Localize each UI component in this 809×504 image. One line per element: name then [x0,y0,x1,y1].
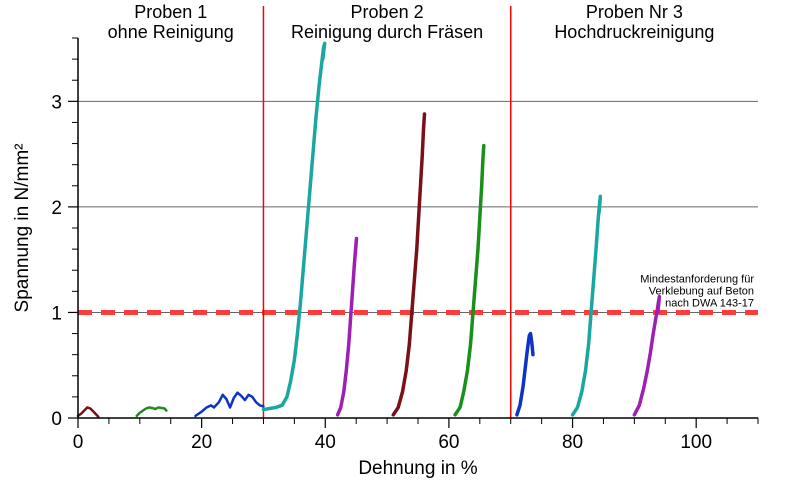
y-ticks [68,38,78,418]
x-axis-label: Dehnung in % [358,458,477,479]
x-tick-label: 80 [562,432,583,453]
section-title: Proben 2 [351,2,424,22]
section-title: Proben Nr 3 [586,2,683,22]
section-headers: Proben 1ohne Reinigung Proben 2Reinigung … [108,2,715,42]
section-subtitle: Hochdruckreinigung [554,22,714,42]
threshold-label-line: nach DWA 143-17 [665,297,754,309]
y-tick-label: 0 [51,409,62,430]
y-tick-label: 1 [51,303,62,324]
y-tick-labels: 0 1 2 3 [51,92,62,430]
threshold-label-line: Mindestanforderung für [640,273,754,285]
section-subtitle: Reinigung durch Fräsen [291,22,483,42]
x-tick-labels: 0 20 40 60 80 100 [73,432,712,453]
section-subtitle: ohne Reinigung [108,22,234,42]
section-title: Proben 1 [134,2,207,22]
stress-strain-chart: 0 20 40 60 80 100 0 1 2 3 Dehnung in % Spannung … [0,0,809,504]
y-tick-label: 2 [51,198,62,219]
x-tick-label: 0 [73,432,84,453]
x-tick-label: 40 [315,432,336,453]
x-tick-label: 60 [438,432,459,453]
y-tick-label: 3 [51,92,62,113]
x-tick-label: 100 [680,432,712,453]
x-tick-label: 20 [191,432,212,453]
y-axis-label: Spannung in N/mm² [12,144,33,313]
x-ticks [78,418,758,428]
threshold-label-line: Verklebung auf Beton [649,285,754,297]
